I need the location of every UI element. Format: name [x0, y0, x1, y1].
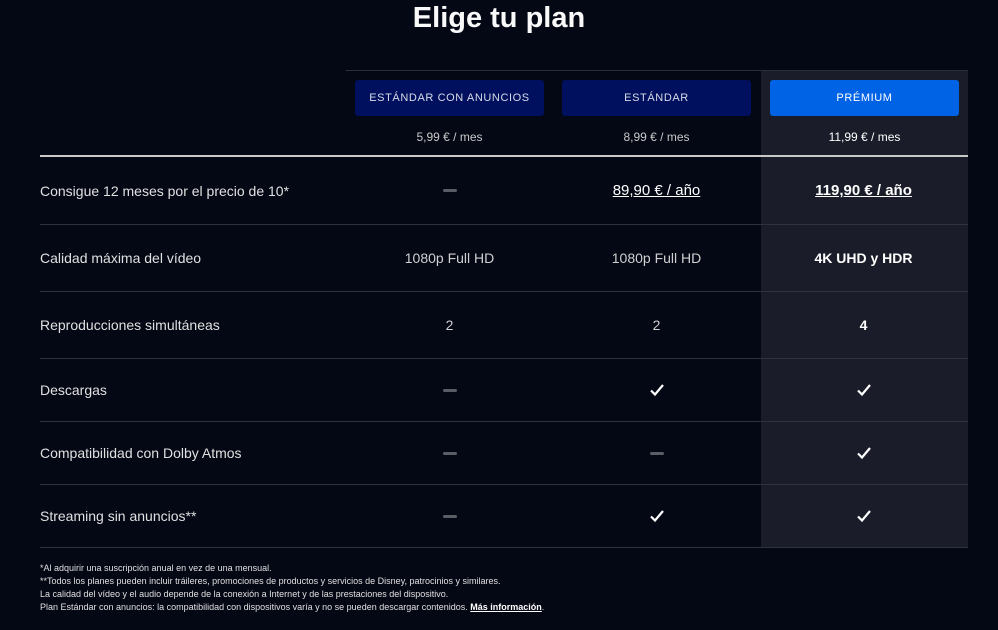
feature-label: Streaming sin anuncios** [40, 508, 197, 524]
feature-value: 4 [859, 317, 868, 333]
dash-icon [649, 451, 664, 455]
more-info-link[interactable]: Más información [470, 602, 542, 612]
feature-label: Reproducciones simultáneas [40, 317, 220, 333]
feature-value [553, 383, 760, 397]
plan-button-standard-ads[interactable]: ESTÁNDAR CON ANUNCIOS [355, 80, 544, 116]
feature-value [760, 446, 967, 460]
plan-button-premium[interactable]: PRÉMIUM [770, 80, 959, 116]
feature-value: 1080p Full HD [404, 250, 495, 266]
plan-price: 11,99 € / mes [828, 130, 901, 144]
annual-price-link[interactable]: 89,90 € / año [612, 182, 701, 199]
dash-icon [442, 514, 457, 518]
plan-price: 5,99 € / mes [416, 130, 483, 144]
feature-label: Consigue 12 meses por el precio de 10* [40, 182, 290, 199]
feature-value: 2 [445, 317, 454, 333]
feature-value: 1080p Full HD [611, 250, 702, 266]
check-icon [856, 384, 871, 397]
check-icon [856, 510, 871, 523]
dash-icon [442, 451, 457, 455]
feature-value: 119,90 € / año [760, 182, 967, 199]
feature-value: 2 [652, 317, 661, 333]
page-title: Elige tu plan [412, 2, 586, 34]
feature-value [760, 509, 967, 523]
feature-value [346, 451, 553, 455]
feature-label: Calidad máxima del vídeo [40, 250, 202, 266]
footnote: La calidad del vídeo y el audio depende … [40, 589, 449, 599]
feature-value [553, 451, 760, 455]
feature-value [346, 514, 553, 518]
feature-label: Compatibilidad con Dolby Atmos [40, 445, 242, 461]
feature-value: 4K UHD y HDR [814, 250, 913, 266]
divider [346, 70, 968, 71]
feature-row: Calidad máxima del vídeo 1080p Full HD 108… [40, 225, 968, 292]
check-icon [649, 384, 664, 397]
feature-row: Consigue 12 meses por el precio de 10* 89… [40, 157, 968, 225]
divider [40, 155, 968, 157]
feature-value: 89,90 € / año [553, 182, 760, 199]
feature-value [760, 383, 967, 397]
annual-price-link[interactable]: 119,90 € / año [815, 182, 912, 199]
feature-row: Streaming sin anuncios** [40, 485, 968, 548]
plan-button-standard[interactable]: ESTÁNDAR [562, 80, 751, 116]
feature-row: Reproducciones simultáneas 2 2 4 [40, 292, 968, 359]
feature-row: Descargas [40, 359, 968, 422]
feature-value [346, 189, 553, 192]
footnote: *Al adquirir una suscripción anual en ve… [40, 563, 272, 573]
footnote: Plan Estándar con anuncios: la compatibi… [40, 602, 545, 612]
dash-icon [442, 189, 457, 192]
feature-row: Compatibilidad con Dolby Atmos [40, 422, 968, 485]
check-icon [856, 447, 871, 460]
plan-price: 8,99 € / mes [623, 130, 690, 144]
feature-value [553, 509, 760, 523]
premium-column-highlight [761, 70, 968, 548]
check-icon [649, 510, 664, 523]
feature-label: Descargas [40, 382, 107, 398]
feature-value [346, 388, 553, 392]
dash-icon [442, 388, 457, 392]
footnote: **Todos los planes pueden incluir tráile… [40, 576, 501, 586]
footnotes: *Al adquirir una suscripción anual en ve… [40, 562, 544, 614]
